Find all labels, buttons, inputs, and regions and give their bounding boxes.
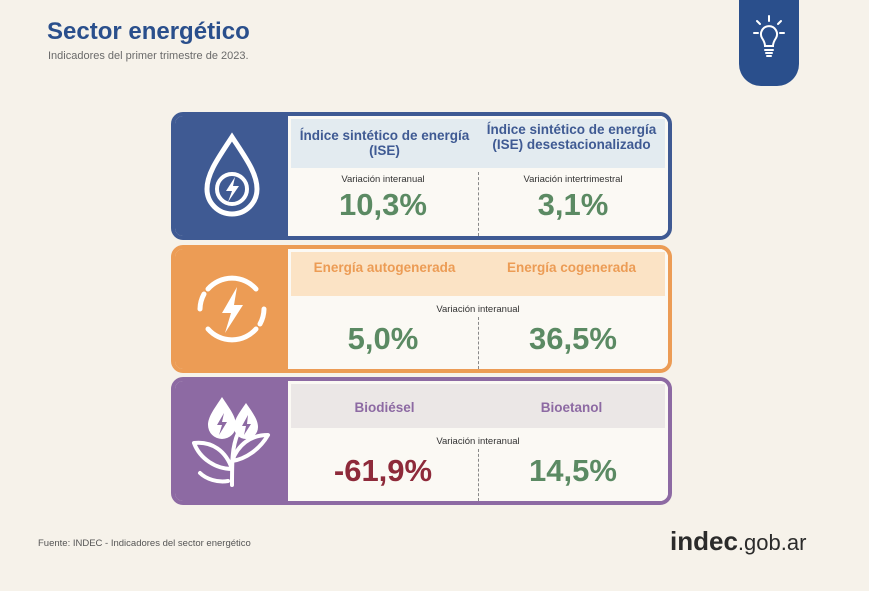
autogenerada-value: 5,0% bbox=[347, 321, 419, 356]
bio-divider bbox=[478, 449, 479, 501]
energy-content: Energía autogenerada Energía cogenerada … bbox=[288, 249, 668, 369]
biodiesel-title: Biodiésel bbox=[354, 400, 415, 415]
bio-header-band: Biodiésel Bioetanol bbox=[291, 384, 665, 428]
lightbulb-icon bbox=[753, 15, 785, 57]
energy-divider bbox=[478, 317, 479, 369]
ise-interanual-value: 10,3% bbox=[339, 187, 427, 222]
autogenerada-title: Energía autogenerada bbox=[313, 260, 456, 275]
water-drop-lightning-icon bbox=[203, 132, 260, 217]
source-note: Fuente: INDEC - Indicadores del sector e… bbox=[38, 538, 251, 549]
energy-card: Energía autogenerada Energía cogenerada … bbox=[171, 245, 672, 373]
ise-card: Índice sintético de energía (ISE) Índice… bbox=[171, 112, 672, 240]
lightbulb-badge bbox=[739, 0, 799, 86]
ise-intertrimestral-value: 3,1% bbox=[537, 187, 609, 222]
energy-icon-panel bbox=[175, 249, 288, 369]
ise-icon-panel bbox=[175, 116, 288, 236]
ise-header-band: Índice sintético de energía (ISE) Índice… bbox=[291, 119, 665, 168]
bio-content: Biodiésel Bioetanol Variación interanual… bbox=[288, 381, 668, 501]
page-subtitle: Indicadores del primer trimestre de 2023… bbox=[48, 50, 249, 62]
ise-desest-title: Índice sintético de energía (ISE) desest… bbox=[486, 122, 657, 152]
ise-left-label: Variación interanual bbox=[341, 174, 425, 185]
plant-drops-lightning-icon bbox=[191, 397, 270, 487]
logo-rest: .gob.ar bbox=[737, 530, 807, 555]
bioetanol-title: Bioetanol bbox=[540, 400, 603, 415]
ise-divider bbox=[478, 172, 479, 236]
energy-header-band: Energía autogenerada Energía cogenerada bbox=[291, 252, 665, 296]
bioetanol-value: 14,5% bbox=[529, 453, 617, 488]
circular-lightning-icon bbox=[197, 275, 266, 343]
bio-card: Biodiésel Bioetanol Variación interanual… bbox=[171, 377, 672, 505]
ise-right-label: Variación intertrimestral bbox=[523, 174, 623, 185]
energy-label: Variación interanual bbox=[436, 304, 520, 315]
page-title: Sector energético bbox=[47, 18, 250, 45]
bio-icon-panel bbox=[175, 381, 288, 501]
logo-bold: indec bbox=[670, 526, 738, 556]
cogenerada-value: 36,5% bbox=[529, 321, 617, 356]
ise-title: Índice sintético de energía (ISE) bbox=[299, 128, 470, 158]
biodiesel-value: -61,9% bbox=[333, 453, 433, 488]
bio-label: Variación interanual bbox=[436, 436, 520, 447]
indec-logo: indec.gob.ar bbox=[670, 526, 806, 557]
ise-content: Índice sintético de energía (ISE) Índice… bbox=[288, 116, 668, 236]
cogenerada-title: Energía cogenerada bbox=[506, 260, 637, 275]
